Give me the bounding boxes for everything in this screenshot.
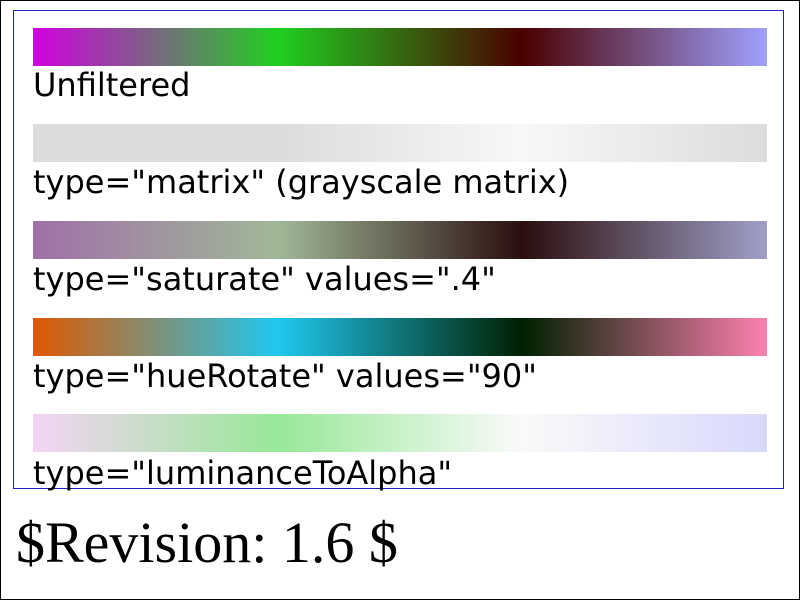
gradient-bar-luminance-to-alpha (33, 414, 767, 452)
caption-luminance-to-alpha: type="luminanceToAlpha" (33, 454, 453, 492)
caption-huerotate: type="hueRotate" values="90" (33, 357, 537, 395)
caption-unfiltered: Unfiltered (33, 66, 191, 104)
gradient-bar-saturate (33, 221, 767, 259)
gradient-bar-huerotate (33, 318, 767, 356)
caption-matrix: type="matrix" (grayscale matrix) (33, 163, 570, 201)
test-frame (13, 10, 784, 489)
revision-label: $Revision: 1.6 $ (16, 510, 398, 575)
caption-saturate: type="saturate" values=".4" (33, 260, 496, 298)
gradient-bar-matrix (33, 124, 767, 162)
gradient-bar-unfiltered (33, 28, 767, 66)
